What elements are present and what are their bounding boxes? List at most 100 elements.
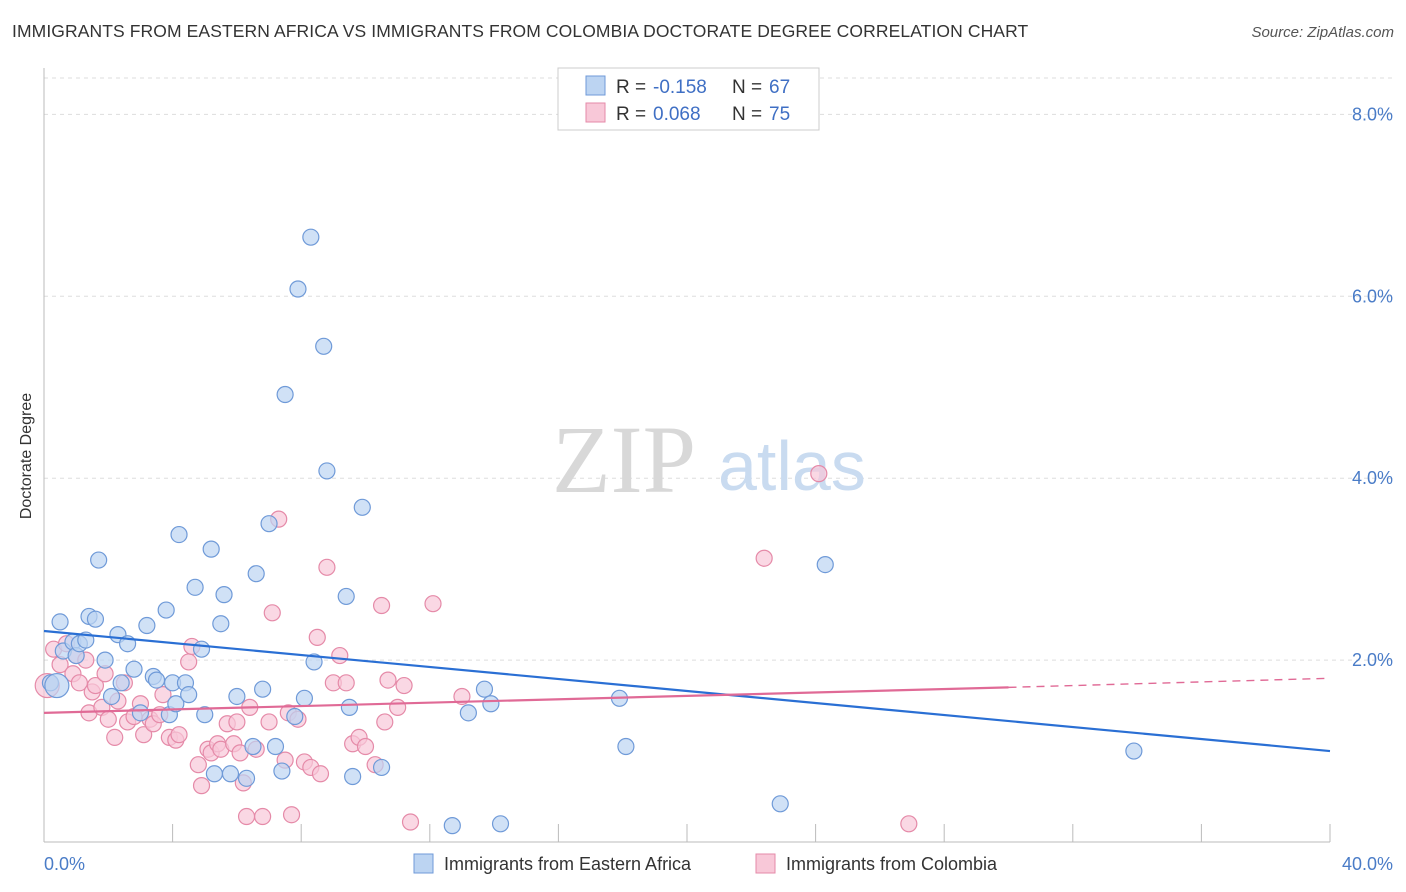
- data-point-blue: [102, 687, 121, 706]
- data-point-blue: [247, 565, 265, 583]
- watermark-zip: ZIP: [552, 406, 696, 513]
- legend-r-value-blue: -0.158: [653, 77, 707, 98]
- data-point-blue: [289, 280, 307, 298]
- data-point-blue: [51, 613, 69, 631]
- x-tick-label: 40.0%: [1342, 854, 1393, 874]
- bottom-legend-swatch-blue: [413, 853, 434, 874]
- chart-title: IMMIGRANTS FROM EASTERN AFRICA VS IMMIGR…: [12, 21, 1029, 41]
- data-point-blue: [228, 687, 246, 706]
- data-point-blue: [443, 817, 461, 835]
- data-point-pink: [237, 807, 256, 826]
- data-point-blue: [186, 578, 204, 596]
- legend-n-label-pink: N =: [732, 104, 762, 125]
- bottom-legend-label-pink: Immigrants from Colombia: [786, 854, 998, 874]
- y-tick-label: 2.0%: [1352, 650, 1393, 670]
- legend-n-label-blue: N =: [732, 77, 762, 98]
- data-point-blue: [617, 737, 635, 756]
- source-credit: Source: ZipAtlas.com: [1251, 24, 1394, 41]
- trend-line-extension-pink: [1008, 677, 1331, 689]
- y-tick-label: 4.0%: [1352, 468, 1393, 488]
- data-point-blue: [340, 698, 359, 716]
- data-point-blue: [260, 515, 278, 533]
- data-point-blue: [215, 586, 233, 604]
- data-point-blue: [276, 385, 294, 404]
- legend-r-label-pink: R =: [616, 104, 646, 125]
- data-point-blue: [318, 462, 336, 480]
- data-point-blue: [212, 615, 230, 633]
- data-point-pink: [900, 815, 918, 833]
- data-point-blue: [138, 616, 156, 635]
- data-point-pink: [453, 687, 471, 706]
- data-point-blue: [315, 337, 333, 355]
- data-point-pink: [228, 713, 246, 731]
- data-point-blue: [221, 765, 240, 783]
- data-point-pink: [189, 756, 207, 774]
- data-point-pink: [260, 713, 278, 731]
- data-point-pink: [308, 628, 326, 646]
- data-point-pink: [263, 604, 281, 622]
- grid-lines: [44, 77, 1392, 661]
- legend-swatch-pink: [585, 102, 606, 123]
- data-point-pink: [282, 806, 301, 824]
- legend-n-value-blue: 67: [769, 77, 790, 98]
- y-tick-labels: 2.0% 4.0% 6.0% 8.0%: [1352, 104, 1393, 670]
- data-point-pink: [401, 813, 420, 831]
- data-point-blue: [305, 653, 323, 671]
- data-point-blue: [167, 695, 185, 713]
- data-point-blue: [491, 815, 510, 833]
- data-point-blue: [1125, 742, 1143, 760]
- data-point-blue: [273, 762, 291, 780]
- data-point-blue: [475, 680, 494, 698]
- data-point-blue: [302, 228, 320, 246]
- data-point-pink: [192, 777, 211, 795]
- data-point-pink: [395, 676, 413, 695]
- data-point-blue: [96, 651, 114, 669]
- correlation-legend: R = -0.158 N = 67 R = 0.068 N = 75: [557, 67, 820, 131]
- data-point-pink: [311, 765, 330, 783]
- data-point-pink: [755, 549, 773, 567]
- axes: [43, 68, 1331, 843]
- y-tick-label: 6.0%: [1352, 286, 1393, 306]
- data-point-blue: [337, 587, 355, 606]
- data-point-blue: [147, 671, 166, 689]
- data-point-blue: [344, 767, 362, 786]
- data-point-blue: [459, 704, 477, 722]
- data-point-blue: [295, 689, 314, 707]
- data-point-pink: [810, 465, 828, 483]
- x-tick-labels: 0.0% 40.0%: [44, 854, 1393, 874]
- data-point-pink: [254, 807, 272, 826]
- watermark-atlas: atlas: [718, 427, 866, 505]
- data-point-pink: [180, 653, 198, 671]
- data-point-blue: [44, 672, 70, 699]
- data-point-pink: [135, 726, 153, 744]
- data-point-blue: [170, 525, 188, 544]
- data-point-blue: [131, 704, 150, 722]
- data-point-blue: [196, 706, 214, 724]
- data-point-pink: [376, 713, 394, 731]
- data-point-blue: [205, 765, 223, 783]
- data-point-blue: [157, 601, 175, 619]
- data-point-blue: [112, 674, 130, 692]
- bottom-legend-swatch-pink: [755, 853, 776, 874]
- legend-swatch-blue: [585, 75, 606, 96]
- data-point-pink: [389, 698, 407, 716]
- trend-line-pink: [43, 686, 1009, 714]
- data-point-blue: [771, 795, 789, 813]
- data-point-blue: [125, 660, 143, 678]
- data-point-blue: [286, 707, 304, 726]
- data-point-blue: [86, 610, 105, 628]
- trend-lines: [43, 629, 1331, 753]
- watermark: ZIP atlas: [552, 406, 866, 513]
- data-point-blue: [254, 680, 272, 698]
- data-point-pink: [379, 671, 397, 689]
- legend-n-value-pink: 75: [769, 104, 790, 125]
- x-tick-label: 0.0%: [44, 854, 85, 874]
- series-legend: Immigrants from Eastern Africa Immigrant…: [413, 853, 998, 874]
- data-point-blue: [816, 555, 834, 574]
- series-colombia-points: [34, 465, 918, 833]
- legend-r-value-pink: 0.068: [653, 104, 701, 125]
- data-point-blue: [353, 498, 371, 516]
- data-point-blue: [90, 551, 108, 569]
- data-point-pink: [337, 674, 355, 692]
